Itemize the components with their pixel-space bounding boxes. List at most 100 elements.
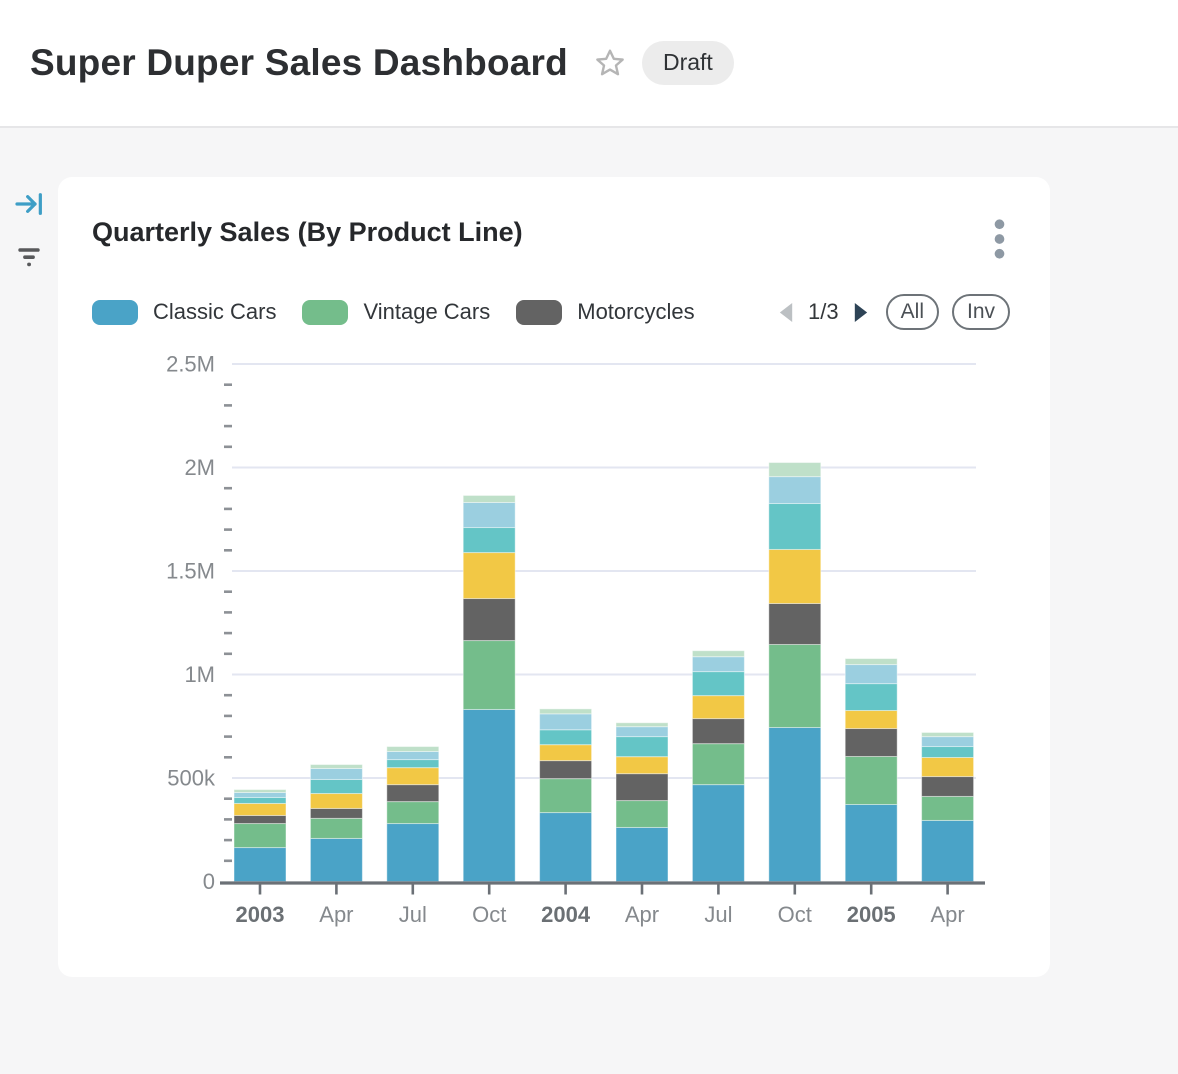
bar-segment[interactable]: [462, 708, 516, 882]
bar-segment[interactable]: [615, 726, 669, 738]
bar-segment[interactable]: [233, 823, 287, 849]
bar-segment[interactable]: [233, 847, 287, 883]
bar-segment[interactable]: [844, 803, 898, 882]
bar-segment[interactable]: [309, 793, 363, 809]
bar-segment[interactable]: [462, 501, 516, 529]
page-title: Super Duper Sales Dashboard: [30, 42, 568, 83]
bar-segment[interactable]: [615, 722, 669, 728]
bar-segment[interactable]: [844, 658, 898, 666]
bar-segment[interactable]: [768, 643, 822, 728]
status-badge: Draft: [641, 41, 734, 85]
x-axis-label: Apr: [930, 902, 964, 927]
bar-segment[interactable]: [233, 789, 287, 793]
bar-segment[interactable]: [844, 664, 898, 685]
bar-segment[interactable]: [691, 784, 745, 882]
bar-segment[interactable]: [539, 778, 593, 814]
bar-segment[interactable]: [539, 713, 593, 731]
bar-segment[interactable]: [309, 807, 363, 819]
kebab-menu-icon[interactable]: [987, 217, 1012, 264]
bar-segment[interactable]: [768, 602, 822, 645]
bar-segment[interactable]: [386, 823, 440, 883]
page-header: Super Duper Sales Dashboard Draft: [0, 0, 1178, 128]
collapse-panel-icon[interactable]: [13, 188, 45, 220]
x-axis-label: 2005: [847, 902, 896, 927]
bar-segment[interactable]: [844, 710, 898, 730]
bar-segment[interactable]: [691, 650, 745, 658]
bar-segment[interactable]: [539, 729, 593, 746]
bar-segment[interactable]: [691, 718, 745, 745]
star-icon[interactable]: [594, 47, 626, 79]
filter-lines-icon: [18, 248, 40, 267]
bar-segment[interactable]: [615, 826, 669, 882]
legend-page-indicator: 1/3: [808, 299, 839, 324]
bar-segment[interactable]: [386, 759, 440, 769]
y-axis-label: 2.5M: [166, 352, 215, 377]
bar-segment[interactable]: [386, 746, 440, 753]
bar-segment[interactable]: [691, 695, 745, 720]
bar-segment[interactable]: [462, 527, 516, 554]
legend-next-icon[interactable]: [848, 301, 873, 324]
bar-segment[interactable]: [844, 728, 898, 757]
bar-segment[interactable]: [309, 837, 363, 882]
bar-segment[interactable]: [615, 800, 669, 828]
bar-segment[interactable]: [539, 744, 593, 762]
bar-segment[interactable]: [921, 746, 975, 759]
bar-segment[interactable]: [768, 476, 822, 505]
bar-segment[interactable]: [386, 767, 440, 786]
dashboard-canvas: Quarterly Sales (By Product Line) Classi…: [0, 128, 1178, 1072]
legend-select-all-button[interactable]: All: [885, 294, 939, 330]
bar-segment[interactable]: [691, 656, 745, 673]
bar-segment[interactable]: [691, 671, 745, 697]
legend-tools: 1/3 All Inv: [774, 294, 1010, 330]
bar-segment[interactable]: [233, 796, 287, 804]
bar-segment[interactable]: [768, 503, 822, 550]
legend-prev-icon[interactable]: [774, 301, 799, 324]
bar-segment[interactable]: [309, 767, 363, 780]
legend-swatch: [302, 299, 349, 325]
bar-segment[interactable]: [768, 726, 822, 882]
bar-segment[interactable]: [539, 812, 593, 882]
legend-invert-button[interactable]: Inv: [951, 294, 1010, 330]
bar-segment[interactable]: [615, 773, 669, 802]
bar-segment[interactable]: [309, 778, 363, 795]
bar-segment[interactable]: [768, 548, 822, 604]
bar-segment[interactable]: [921, 819, 975, 882]
bar-segment[interactable]: [844, 683, 898, 712]
legend-item[interactable]: Classic Cars: [92, 299, 276, 325]
legend-item[interactable]: Vintage Cars: [302, 299, 490, 325]
bar-segment[interactable]: [921, 736, 975, 748]
bar-segment[interactable]: [462, 494, 516, 503]
bar-segment[interactable]: [921, 776, 975, 797]
bar-segment[interactable]: [921, 731, 975, 738]
triangle-left-icon: [779, 302, 793, 322]
bar-segment[interactable]: [462, 552, 516, 600]
bar-segment[interactable]: [462, 598, 516, 642]
bar-segment[interactable]: [309, 764, 363, 769]
x-axis-label: 2003: [236, 902, 285, 927]
legend-item-label: Classic Cars: [153, 299, 277, 324]
bar-segment[interactable]: [309, 817, 363, 839]
bar-segment[interactable]: [233, 802, 287, 816]
bar-segment[interactable]: [539, 760, 593, 780]
x-axis-label: Apr: [625, 902, 659, 927]
bar-segment[interactable]: [844, 755, 898, 805]
legend: Classic Cars Vintage Cars Motorcycles: [92, 299, 721, 325]
bar-segment[interactable]: [921, 757, 975, 778]
bar-segment[interactable]: [233, 814, 287, 825]
filter-icon[interactable]: [13, 241, 45, 273]
bar-segment[interactable]: [539, 708, 593, 715]
x-axis-label: Jul: [399, 902, 427, 927]
bar-segment[interactable]: [386, 751, 440, 761]
bar-segment[interactable]: [386, 801, 440, 825]
bar-segment[interactable]: [691, 743, 745, 786]
bar-segment[interactable]: [615, 756, 669, 775]
bar-segment[interactable]: [768, 462, 822, 478]
bar-segment[interactable]: [462, 640, 516, 710]
bar-segment[interactable]: [233, 791, 287, 798]
bar-segment[interactable]: [921, 795, 975, 821]
chart-title: Quarterly Sales (By Product Line): [92, 217, 523, 247]
bar-segment[interactable]: [386, 784, 440, 803]
bar-segment[interactable]: [615, 736, 669, 758]
legend-item[interactable]: Motorcycles: [516, 299, 695, 325]
x-axis-label: Jul: [704, 902, 732, 927]
